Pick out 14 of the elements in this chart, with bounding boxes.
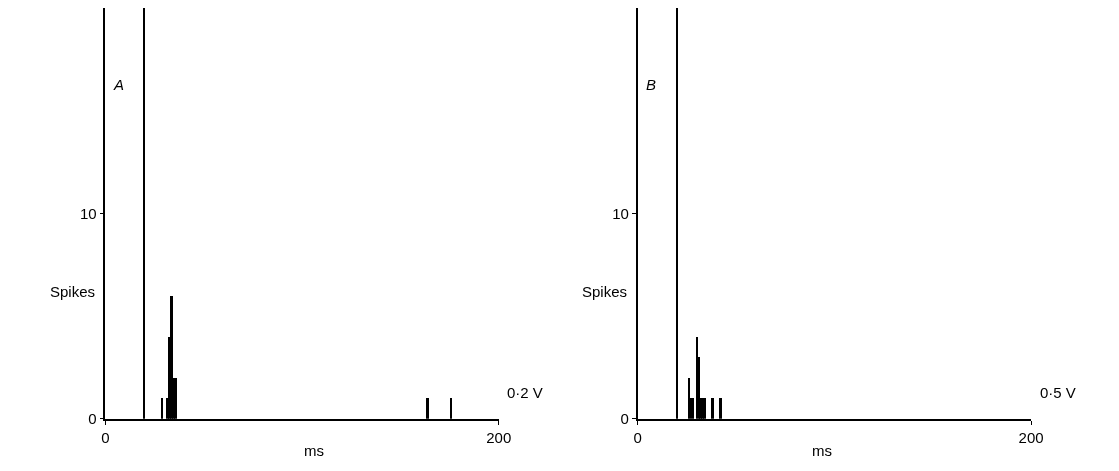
y-axis-title: Spikes [582,283,628,300]
text: B [646,76,657,93]
y-axis-title: Spikes [50,283,96,300]
x-axis-title: ms [812,442,832,459]
x-tick-label: 0 [633,428,642,446]
text: 0·2 V [507,384,543,401]
x-tick-label: 200 [486,428,512,446]
x-tick-label: 0 [101,428,110,446]
text: 0·5 V [1040,384,1076,401]
x-tick-label: 200 [1018,428,1044,446]
text: A [113,76,125,93]
y-tick-label: 10 [79,204,97,222]
x-axis-title: ms [304,442,324,459]
y-tick-label: 10 [612,204,629,222]
